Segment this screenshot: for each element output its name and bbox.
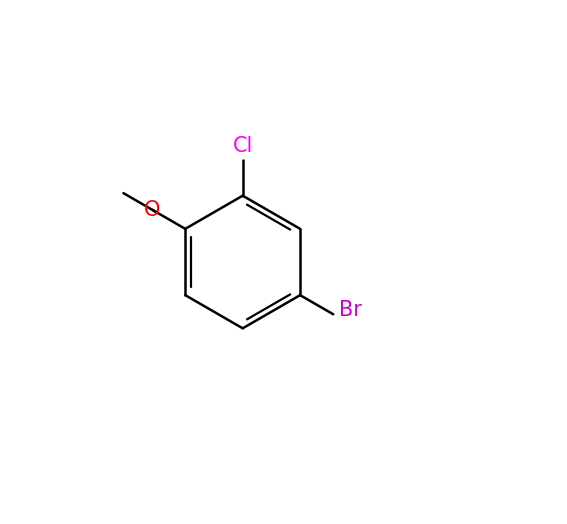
Text: Cl: Cl bbox=[232, 136, 253, 156]
Text: O: O bbox=[144, 200, 160, 220]
Text: Br: Br bbox=[340, 300, 362, 320]
